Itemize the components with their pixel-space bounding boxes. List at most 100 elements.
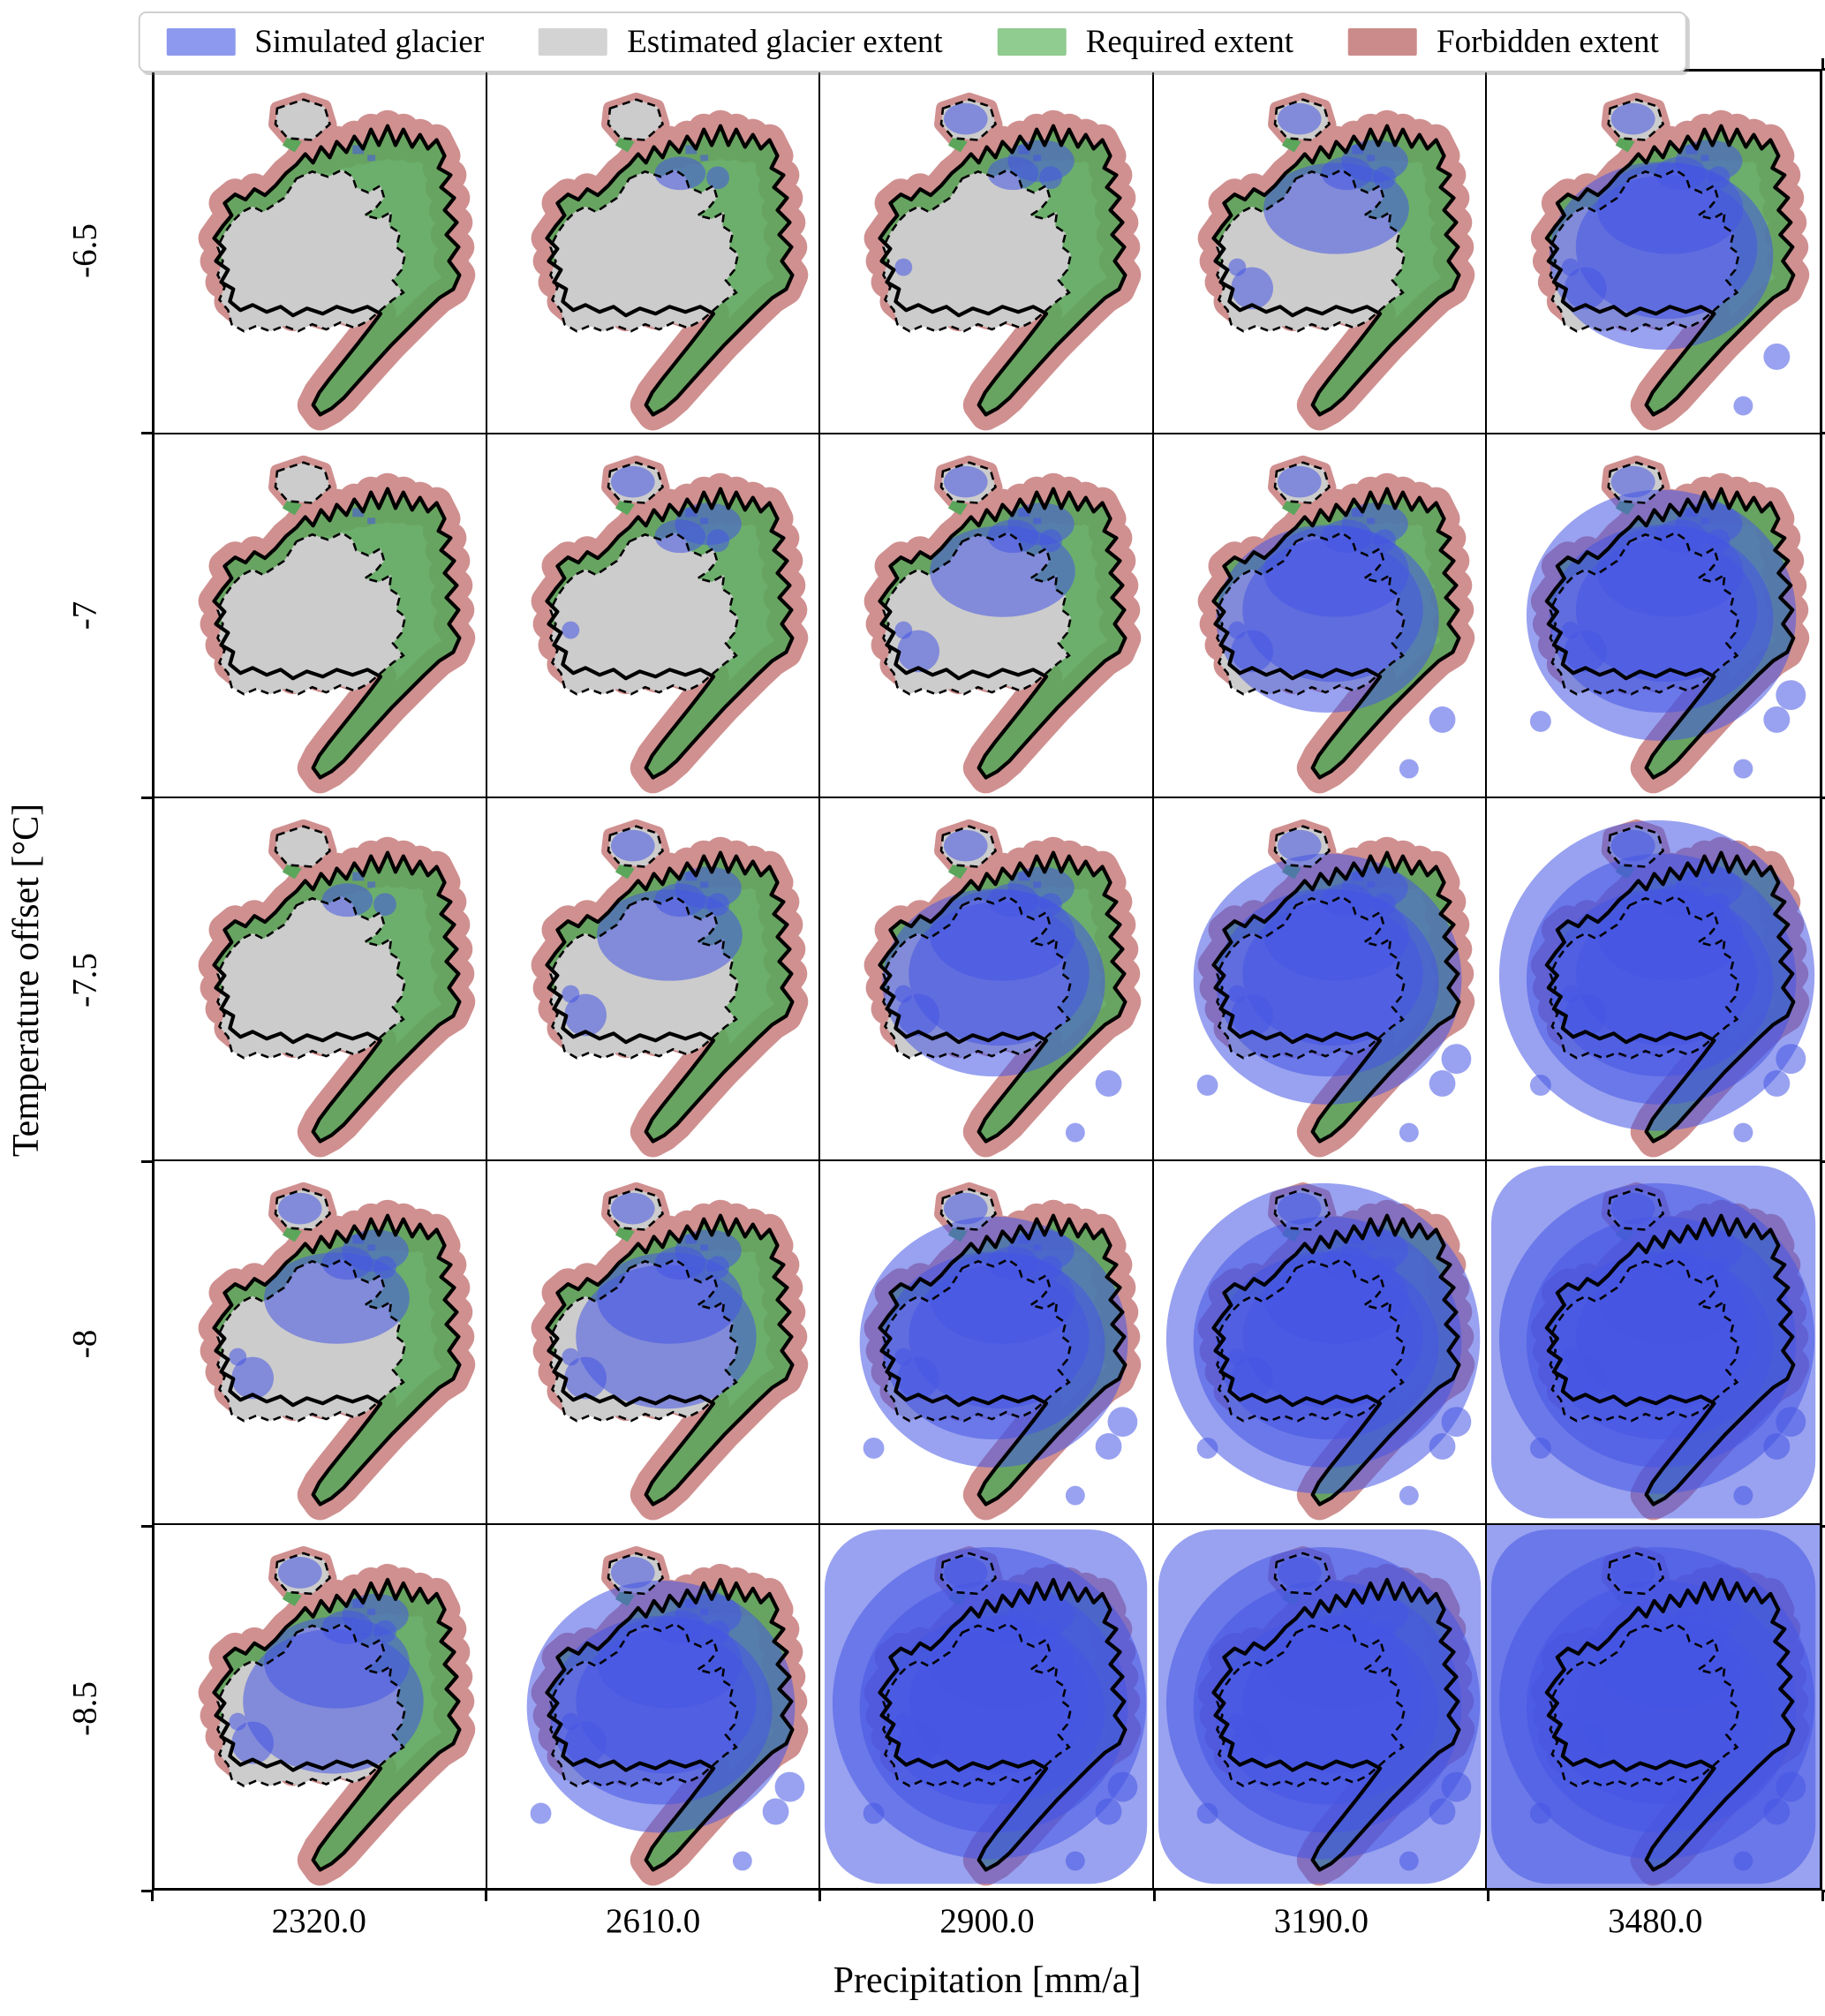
estimated-extent-outline — [549, 168, 740, 333]
y-tickmark — [1822, 67, 1825, 71]
x-tickmark — [1821, 1891, 1824, 1901]
estimated-extent-outline — [882, 1257, 1073, 1423]
estimated-extent-outline — [549, 1257, 740, 1423]
map-panel-r4c1 — [487, 1524, 821, 1888]
y-tickmark — [141, 1160, 152, 1164]
y-tick-label: -8 — [65, 1329, 104, 1359]
required-extent-outline — [1211, 487, 1461, 781]
required-extent-speck — [282, 863, 302, 880]
estimated-extent-outline-north — [1273, 1552, 1331, 1595]
simulated-glacier-area — [1193, 829, 1471, 1143]
simulated-glacier-area — [526, 1556, 805, 1871]
y-tickmark — [1822, 796, 1825, 799]
required-extent-speck — [282, 1589, 302, 1606]
estimated-extent-outline-north — [940, 461, 998, 505]
map-panel-r1c4 — [1486, 434, 1820, 798]
simulated-glacier-area — [654, 145, 730, 191]
simulated-glacier-area — [1158, 1529, 1481, 1884]
required-extent-outline — [1544, 1213, 1796, 1506]
map-panel-r0c0 — [155, 72, 488, 435]
y-tickmark — [1822, 1889, 1825, 1892]
required-extent-outline — [1544, 1577, 1796, 1872]
glacier-map — [531, 92, 809, 431]
forbidden-extent-swatch-icon — [1348, 28, 1417, 56]
glacier-map — [1526, 456, 1810, 794]
required-extent-speck — [615, 1226, 635, 1242]
map-panel-r4c4 — [1486, 1524, 1820, 1888]
map-panel-r1c2 — [820, 434, 1154, 798]
estimated-extent-outline-north — [607, 461, 665, 505]
required-extent-outline — [545, 124, 795, 417]
simulated-glacier-area — [1486, 1524, 1820, 1888]
map-panel-r4c3 — [1153, 1524, 1487, 1888]
x-axis-title: Precipitation [mm/a] — [833, 1960, 1142, 2001]
glacier-map — [526, 1545, 809, 1885]
estimated-extent-outline-north — [940, 98, 998, 141]
estimated-extent-outline-north — [607, 1552, 665, 1595]
required-extent-speck — [282, 136, 302, 153]
glacier-map — [531, 819, 809, 1158]
y-tickmark — [1822, 432, 1825, 435]
required-extent-outline — [1544, 850, 1796, 1144]
legend-item-simulated-glacier: Simulated glacier — [166, 26, 484, 58]
legend-item-forbidden-extent: Forbidden extent — [1348, 26, 1659, 58]
estimated-extent-outline — [216, 895, 407, 1060]
y-tickmark — [141, 432, 152, 435]
y-tick-label: -7.5 — [65, 952, 104, 1008]
map-panel-r1c0 — [155, 434, 488, 798]
estimated-glacier-north-cap — [275, 463, 330, 503]
estimated-extent-outline — [1215, 1257, 1406, 1423]
estimated-extent-outline — [1215, 532, 1406, 696]
required-extent-speck — [615, 499, 635, 516]
required-extent-speck — [282, 1226, 302, 1242]
required-extent-outline — [1544, 487, 1796, 781]
estimated-extent-outline-north — [1273, 825, 1331, 868]
map-panel-r1c3 — [1153, 434, 1487, 798]
estimated-extent-outline-north — [940, 1552, 998, 1595]
simulated-glacier-area — [1498, 819, 1815, 1143]
estimated-extent-outline — [216, 1621, 407, 1787]
estimated-extent-outline — [1215, 168, 1406, 333]
y-tickmark — [141, 1889, 152, 1892]
map-panel-r2c4 — [1486, 797, 1820, 1162]
legend-label: Required extent — [1085, 24, 1293, 60]
legend-label: Estimated glacier extent — [627, 24, 943, 60]
estimated-extent-outline-north — [1607, 1188, 1664, 1232]
map-panel-r3c2 — [820, 1161, 1154, 1525]
estimated-extent-outline — [216, 532, 407, 696]
simulated-glacier-area — [1526, 466, 1806, 779]
estimated-extent-outline-north — [1607, 461, 1664, 505]
estimated-extent-outline-north — [1607, 825, 1664, 868]
estimated-extent-outline — [549, 1621, 740, 1787]
required-extent-outline — [212, 850, 462, 1144]
legend-label: Forbidden extent — [1437, 24, 1659, 60]
estimated-extent-outline-north — [274, 825, 331, 868]
required-extent-outline — [1211, 1213, 1461, 1506]
glacier-map — [198, 1545, 476, 1885]
estimated-glacier-area — [883, 170, 1072, 332]
estimated-extent-outline-north — [1273, 461, 1331, 505]
estimated-extent-swatch-icon — [539, 28, 608, 56]
required-extent-outline — [878, 1213, 1127, 1506]
glacier-map — [864, 456, 1142, 794]
simulated-glacier-area — [894, 466, 1076, 673]
glacier-map — [198, 92, 476, 431]
map-panel-r4c2 — [820, 1524, 1154, 1888]
glacier-map — [1530, 92, 1810, 431]
glacier-map — [1158, 1529, 1481, 1885]
map-panel-r2c0 — [155, 797, 488, 1162]
estimated-extent-outline-north — [940, 1188, 998, 1232]
map-panel-r0c2 — [820, 72, 1154, 435]
glacier-map — [1486, 1524, 1820, 1888]
required-extent-speck — [615, 863, 635, 880]
x-tick-label: 2610.0 — [605, 1902, 701, 1940]
required-extent-speck — [948, 136, 969, 153]
required-extent-outline — [545, 850, 795, 1144]
required-extent-speck — [1281, 136, 1301, 153]
simulated-glacier-area — [229, 1192, 410, 1400]
estimated-extent-outline-north — [1273, 98, 1331, 141]
glacier-map — [1165, 1182, 1480, 1521]
required-extent-outline — [1211, 1577, 1461, 1872]
x-tick-label: 2900.0 — [939, 1902, 1035, 1940]
